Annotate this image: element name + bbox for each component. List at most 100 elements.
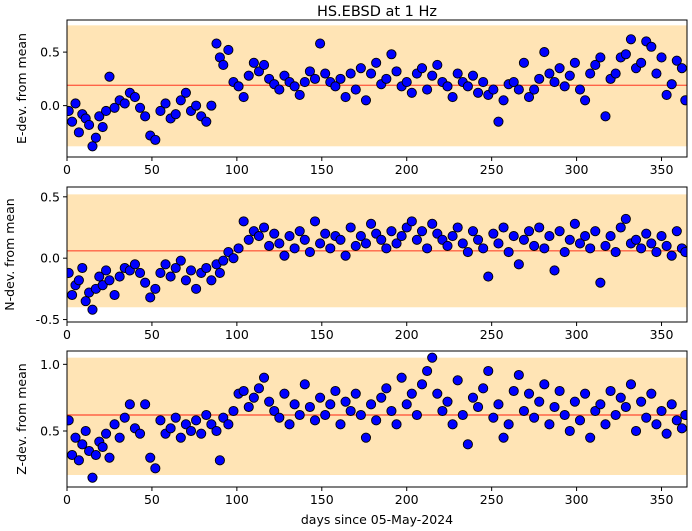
data-point (595, 52, 606, 63)
x-axis-label: days since 05-May-2024 (301, 512, 453, 527)
data-point (610, 246, 621, 258)
data-point (462, 81, 473, 92)
data-point (289, 81, 300, 92)
data-point (289, 243, 300, 254)
data-point (467, 226, 479, 237)
data-point (656, 52, 667, 63)
data-point (564, 70, 575, 81)
data-point (590, 226, 601, 237)
data-point (155, 415, 166, 426)
x-tick-label: 50 (144, 492, 160, 507)
data-point (483, 271, 494, 282)
data-point (554, 385, 565, 397)
x-tick-label: 200 (395, 492, 419, 507)
data-point (478, 383, 489, 394)
data-point (355, 63, 366, 74)
data-point (180, 419, 191, 430)
data-point (447, 231, 458, 242)
data-point (366, 68, 377, 79)
data-point (150, 134, 161, 145)
data-point (284, 419, 295, 430)
data-point (360, 238, 372, 249)
data-point (432, 59, 443, 71)
data-point (258, 222, 270, 233)
data-point (73, 455, 84, 466)
data-point (615, 392, 626, 403)
data-point (680, 246, 687, 258)
data-point (452, 68, 463, 79)
data-point (381, 383, 392, 394)
data-point (248, 57, 259, 68)
data-point (279, 388, 290, 399)
data-point (114, 271, 125, 282)
data-point (134, 102, 146, 113)
data-point (218, 412, 229, 423)
data-point (462, 439, 473, 450)
data-point (676, 423, 687, 434)
data-point (175, 255, 186, 266)
data-point (381, 243, 392, 254)
data-point (671, 226, 682, 237)
data-point (140, 111, 151, 122)
data-point (80, 425, 91, 437)
data-point (473, 234, 484, 245)
data-point (600, 419, 611, 430)
data-point (406, 216, 417, 227)
data-point (214, 267, 225, 278)
data-point (411, 234, 422, 245)
data-point (620, 49, 631, 60)
data-point (233, 243, 244, 254)
data-point (447, 419, 458, 430)
data-point (523, 226, 535, 237)
data-point (539, 243, 550, 254)
data-point (641, 228, 652, 239)
data-point (544, 419, 555, 430)
x-tick-label: 250 (480, 162, 504, 177)
data-point (661, 89, 672, 100)
axes-frame (66, 186, 688, 323)
x-tick-label: 350 (650, 162, 674, 177)
data-point (615, 222, 626, 233)
data-point (185, 425, 197, 437)
data-point (371, 415, 382, 426)
data-point (569, 218, 580, 229)
data-point (590, 59, 601, 71)
data-point (513, 369, 524, 381)
data-point (134, 267, 146, 278)
data-point (309, 216, 321, 227)
data-point (498, 95, 509, 106)
data-point (330, 81, 341, 92)
e-dev-panel: 0 50 100 150 200 250 300 350 0.0 0.5 E-dev. from m… (14, 19, 688, 177)
data-point (104, 275, 115, 286)
data-point (80, 296, 91, 307)
data-point (406, 87, 417, 98)
x-tick-label: 150 (310, 162, 334, 177)
data-point (473, 401, 484, 413)
data-point (656, 231, 667, 242)
data-point (73, 275, 84, 286)
data-point (340, 92, 351, 103)
data-point (386, 49, 397, 60)
data-point (299, 379, 310, 390)
data-point (97, 441, 108, 453)
data-point (109, 419, 120, 430)
data-point (513, 84, 524, 95)
data-point (299, 234, 310, 245)
data-point (335, 419, 346, 430)
x-tick-label: 150 (310, 327, 334, 342)
data-point (160, 259, 171, 270)
data-point (150, 283, 161, 294)
data-point (228, 253, 239, 264)
y-axis-label: N-dev. from mean (2, 198, 17, 310)
data-point (191, 100, 202, 111)
plot-area (67, 352, 687, 483)
data-point (523, 388, 535, 399)
data-point (590, 405, 601, 417)
data-point (493, 238, 504, 249)
data-point (175, 95, 186, 106)
data-point (422, 84, 433, 95)
data-point (150, 463, 161, 474)
data-point (513, 259, 524, 270)
data-point (140, 399, 151, 410)
data-point (87, 304, 98, 315)
